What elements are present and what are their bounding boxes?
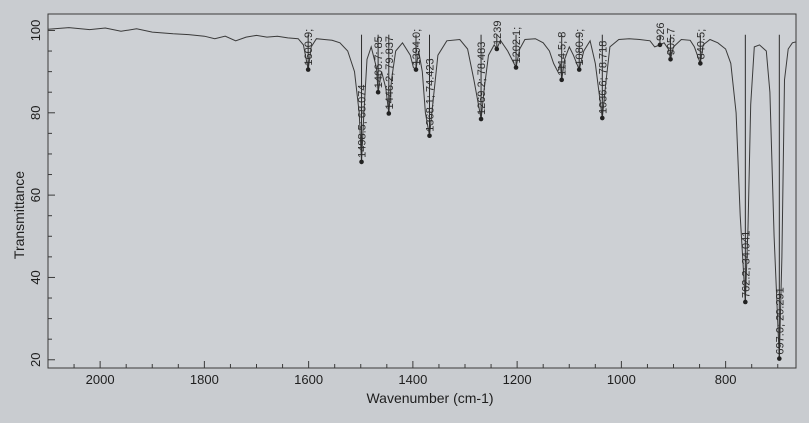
peak-annotation: 1202.1; bbox=[511, 27, 523, 70]
peak-label: 840.5; bbox=[695, 29, 707, 60]
tick-labels: 2000 1800 1600 1400 1200 1000 800 20 40 60 80 100 bbox=[28, 20, 736, 387]
y-tick-label: 20 bbox=[28, 353, 43, 367]
peak-label: 1466.7; 85 bbox=[373, 36, 385, 88]
peak-point bbox=[375, 89, 381, 95]
peak-label: 1394.0; bbox=[411, 29, 423, 66]
peak-point bbox=[494, 46, 500, 52]
peak-annotation: 905.7 bbox=[666, 28, 678, 62]
peak-annotation: 1394.0; bbox=[411, 29, 423, 72]
peak-label: 1202.1; bbox=[511, 27, 523, 64]
peak-annotation: 1498.5; 68.074 bbox=[357, 34, 369, 165]
peak-annotation: 926 bbox=[655, 23, 667, 48]
peak-annotation: 1466.7; 85 bbox=[373, 34, 385, 95]
peak-annotation: 1600.9; bbox=[303, 29, 315, 72]
peak-label: 905.7 bbox=[666, 28, 678, 56]
peak-annotation: 1114.5; 8 bbox=[557, 32, 569, 83]
peak-point bbox=[413, 67, 419, 72]
peak-label: 1498.5; 68.074 bbox=[357, 84, 369, 157]
peak-label: 697.0; 20.291 bbox=[774, 287, 786, 354]
y-tick-label: 60 bbox=[28, 188, 43, 202]
peak-annotation: 840.5; bbox=[695, 29, 707, 66]
peak-point bbox=[657, 42, 663, 48]
peak-label: 1269.2; 78.483 bbox=[476, 42, 488, 115]
plot-area bbox=[47, 13, 797, 369]
axis-ticks bbox=[47, 29, 779, 368]
peak-point bbox=[777, 356, 782, 361]
peak-point bbox=[600, 115, 605, 121]
peak-label: 1446.2; 79.837 bbox=[384, 36, 396, 109]
x-tick-label: 1800 bbox=[190, 372, 219, 387]
peak-point bbox=[668, 56, 673, 62]
peak-point bbox=[576, 67, 582, 72]
peak-label: 762.2; 34.041 bbox=[740, 231, 752, 298]
peak-point bbox=[305, 67, 311, 72]
x-tick-label: 800 bbox=[715, 372, 737, 387]
y-tick-label: 80 bbox=[28, 106, 43, 120]
peak-point bbox=[513, 65, 519, 70]
x-tick-label: 2000 bbox=[86, 372, 115, 387]
peak-point bbox=[386, 111, 392, 116]
x-tick-label: 1400 bbox=[398, 372, 427, 387]
peak-point bbox=[359, 159, 364, 165]
peak-label: 1036.6; 78.718 bbox=[597, 41, 609, 114]
y-tick-label: 100 bbox=[28, 20, 43, 42]
peak-annotation: 762.2; 34.041 bbox=[740, 34, 752, 305]
x-tick-label: 1200 bbox=[503, 372, 532, 387]
peak-label: 1368.1; 74.423 bbox=[425, 58, 437, 131]
x-tick-label: 1600 bbox=[294, 372, 323, 387]
peak-label: 1239 bbox=[492, 21, 504, 45]
peak-point bbox=[478, 116, 484, 122]
peak-label: 1080.9; bbox=[574, 29, 586, 66]
peak-annotation: 1446.2; 79.837 bbox=[384, 34, 396, 116]
y-axis-title: Transmittance bbox=[11, 171, 27, 259]
peak-annotation: 1036.6; 78.718 bbox=[597, 34, 609, 121]
y-tick-label: 40 bbox=[28, 270, 43, 284]
peak-annotation: 1368.1; 74.423 bbox=[425, 34, 437, 139]
peak-label: 1600.9; bbox=[303, 29, 315, 66]
peak-point bbox=[698, 61, 703, 66]
x-tick-label: 1000 bbox=[607, 372, 636, 387]
peak-point bbox=[743, 299, 748, 305]
x-axis-title: Wavenumber (cm-1) bbox=[366, 390, 493, 406]
peak-annotation: 697.0; 20.291 bbox=[774, 34, 786, 361]
peak-label: 926 bbox=[655, 23, 667, 41]
peak-annotation: 1080.9; bbox=[574, 29, 586, 72]
peak-label: 1114.5; 8 bbox=[557, 32, 569, 76]
peak-annotation: 1239 bbox=[492, 21, 504, 52]
peak-point bbox=[427, 133, 432, 139]
peak-annotation: 1269.2; 78.483 bbox=[476, 34, 488, 122]
spectrum-line bbox=[47, 27, 796, 359]
peak-point bbox=[559, 77, 564, 83]
